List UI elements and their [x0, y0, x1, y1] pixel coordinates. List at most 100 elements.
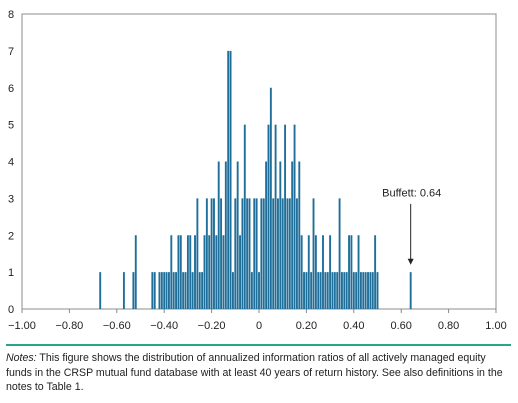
bars-group [99, 50, 412, 310]
histogram-bar [272, 198, 275, 310]
histogram-bar [186, 235, 189, 309]
x-tick-label: −0.80 [55, 320, 83, 332]
histogram-bar [167, 272, 170, 310]
histogram-bar [224, 161, 227, 309]
histogram-bar [331, 272, 334, 310]
x-tick-label: 0.20 [296, 320, 317, 332]
x-tick-label: −1.00 [8, 320, 36, 332]
histogram-bar [305, 272, 308, 310]
annotation-label: Buffett: 0.64 [382, 188, 441, 200]
histogram-bar [182, 272, 185, 310]
histogram-bar [163, 272, 166, 310]
histogram-bar [357, 235, 360, 309]
histogram-bar [307, 235, 310, 309]
x-tick-label: 1.00 [485, 320, 506, 332]
histogram-bar [260, 198, 263, 310]
histogram-bar [165, 272, 168, 310]
histogram-bar [317, 272, 320, 310]
y-tick-label: 5 [8, 120, 14, 132]
x-axis: −1.00 −0.80 −0.60 −0.40 −0.20 0 0.20 0.40 0.60 0.… [8, 309, 507, 332]
buffett-annotation: Buffett: 0.64 [382, 188, 441, 265]
histogram-bar [409, 272, 412, 310]
histogram-bar [189, 235, 192, 309]
x-tick-label: 0.60 [390, 320, 411, 332]
y-tick-label: 2 [8, 230, 14, 242]
histogram-bar [179, 235, 182, 309]
histogram-bar [367, 272, 369, 310]
x-tick-label: −0.40 [150, 320, 178, 332]
histogram-bar [231, 272, 234, 310]
histogram-bar [312, 198, 315, 310]
histogram-bar [319, 272, 322, 310]
histogram-bar [284, 124, 287, 310]
histogram-bar [172, 272, 175, 310]
y-tick-label: 3 [8, 193, 14, 205]
histogram-bar [248, 198, 251, 310]
y-tick-label: 6 [8, 83, 14, 95]
notes-text: This figure shows the distribution of an… [6, 352, 503, 393]
histogram-bar [246, 198, 249, 310]
histogram-bar [341, 272, 343, 310]
histogram-bar [196, 198, 199, 310]
histogram-bar [222, 235, 225, 309]
histogram-bar [191, 272, 194, 310]
histogram-bar [170, 235, 173, 309]
histogram-bar [314, 235, 317, 309]
histogram-bar [300, 235, 303, 309]
plot-frame [21, 13, 497, 310]
histogram-bar [279, 161, 282, 309]
histogram-bar [324, 272, 327, 310]
histogram-bar [343, 272, 346, 310]
histogram-bar [229, 50, 232, 310]
figure-notes: Notes: This figure shows the distributio… [6, 351, 512, 395]
histogram-bar [291, 161, 294, 309]
histogram-bar [350, 235, 353, 309]
histogram-bar [253, 198, 256, 310]
x-tick-label: −0.20 [198, 320, 226, 332]
histogram-bar [250, 272, 253, 310]
histogram-bar [203, 235, 206, 309]
histogram-bar [277, 198, 279, 310]
histogram-bar [215, 235, 218, 309]
annotation-arrow-head [407, 258, 414, 265]
histogram-bar [269, 87, 272, 309]
x-tick-label: −0.60 [103, 320, 131, 332]
histogram-bar [288, 198, 291, 310]
histogram-bar [369, 272, 372, 310]
histogram-bar [255, 198, 258, 310]
histogram-bar [198, 272, 201, 310]
histogram-bar [201, 272, 204, 310]
histogram-bar [286, 198, 289, 310]
histogram-bar [265, 161, 268, 309]
histogram-bar [258, 272, 260, 310]
histogram-bar [234, 198, 237, 310]
histogram-bar [241, 198, 244, 310]
histogram-bar [345, 272, 348, 310]
histogram-bar [310, 272, 313, 310]
histogram-bar [153, 272, 156, 310]
histogram-bar [239, 235, 241, 309]
histogram-bar [298, 161, 301, 309]
histogram-bar [175, 272, 177, 310]
histogram-bar [376, 272, 379, 310]
histogram-bar [355, 272, 358, 310]
histogram-bar [329, 235, 332, 309]
histogram-bar [208, 235, 211, 309]
histogram-bar [293, 124, 296, 310]
histogram-bar [364, 272, 367, 310]
histogram-bar [217, 161, 220, 309]
histogram-bar [374, 235, 377, 309]
histogram-bar [160, 272, 163, 310]
histogram-bar [99, 272, 102, 310]
histogram-bar [132, 272, 135, 310]
histogram-bar [322, 235, 324, 309]
histogram-bar [151, 272, 154, 310]
histogram-bar [303, 272, 305, 310]
histogram-bar [122, 272, 125, 310]
histogram-bar [274, 124, 277, 310]
histogram-bar [220, 198, 223, 310]
histogram-bar [326, 272, 329, 310]
histogram-bar [177, 235, 180, 309]
notes-divider [6, 344, 511, 346]
y-axis: 0 1 2 3 4 5 6 7 8 [8, 9, 14, 316]
